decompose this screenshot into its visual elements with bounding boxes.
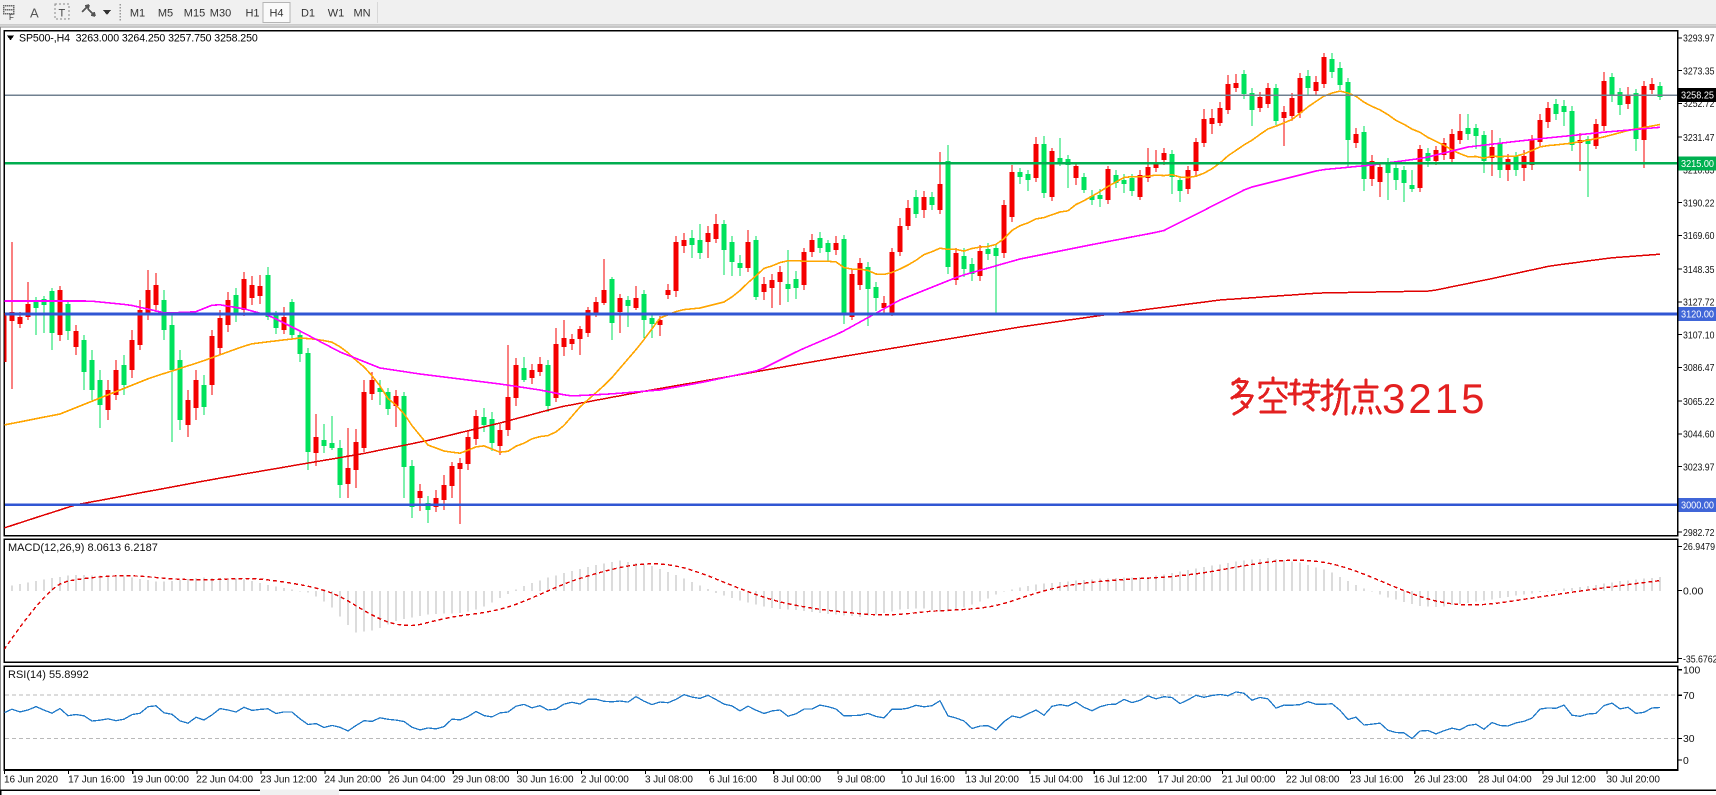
svg-text:23 Jun 12:00: 23 Jun 12:00 (260, 775, 317, 786)
svg-text:3000.00: 3000.00 (1681, 501, 1714, 512)
svg-text:3258.25: 3258.25 (1681, 91, 1714, 102)
svg-text:3086.47: 3086.47 (1683, 363, 1715, 374)
svg-text:28 Jul 04:00: 28 Jul 04:00 (1478, 775, 1532, 786)
svg-text:30 Jul 20:00: 30 Jul 20:00 (1607, 775, 1661, 786)
svg-text:W1: W1 (328, 8, 345, 20)
svg-text:30 Jun 16:00: 30 Jun 16:00 (517, 775, 574, 786)
svg-text:M30: M30 (210, 8, 231, 20)
svg-text:MN: MN (353, 8, 370, 20)
svg-text:22 Jun 04:00: 22 Jun 04:00 (196, 775, 253, 786)
svg-text:10 Jul 16:00: 10 Jul 16:00 (901, 775, 955, 786)
svg-text:3273.35: 3273.35 (1683, 66, 1715, 77)
svg-text:13 Jul 20:00: 13 Jul 20:00 (966, 775, 1020, 786)
svg-text:23 Jul 16:00: 23 Jul 16:00 (1350, 775, 1404, 786)
svg-text:70: 70 (1683, 691, 1695, 702)
svg-text:3065.22: 3065.22 (1683, 397, 1715, 408)
svg-text:-35.6762: -35.6762 (1683, 654, 1716, 665)
svg-text:3215: 3215 (1382, 375, 1487, 422)
svg-text:2 Jul 00:00: 2 Jul 00:00 (581, 775, 629, 786)
svg-text:3107.10: 3107.10 (1683, 330, 1715, 341)
svg-text:17 Jun 16:00: 17 Jun 16:00 (68, 775, 125, 786)
svg-text:3 Jul 08:00: 3 Jul 08:00 (645, 775, 693, 786)
svg-text:26 Jun 04:00: 26 Jun 04:00 (389, 775, 446, 786)
svg-text:100: 100 (1683, 666, 1701, 677)
svg-text:21 Jul 00:00: 21 Jul 00:00 (1222, 775, 1276, 786)
svg-text:A: A (30, 6, 39, 21)
svg-text:15 Jul 04:00: 15 Jul 04:00 (1030, 775, 1084, 786)
svg-text:0: 0 (1683, 756, 1689, 767)
svg-text:9 Jul 08:00: 9 Jul 08:00 (837, 775, 885, 786)
svg-text:17 Jul 20:00: 17 Jul 20:00 (1158, 775, 1212, 786)
svg-text:3215.00: 3215.00 (1681, 159, 1714, 170)
svg-text:3148.35: 3148.35 (1683, 265, 1715, 276)
svg-text:H1: H1 (245, 8, 259, 20)
svg-text:3231.47: 3231.47 (1683, 133, 1715, 144)
svg-text:29 Jun 08:00: 29 Jun 08:00 (453, 775, 510, 786)
svg-text:30: 30 (1683, 734, 1695, 745)
svg-text:SP500-,H4 3263.000 3264.250 3: SP500-,H4 3263.000 3264.250 3257.750 325… (19, 32, 258, 44)
svg-text:3120.00: 3120.00 (1681, 310, 1714, 321)
svg-text:3190.22: 3190.22 (1683, 198, 1715, 209)
svg-text:26 Jul 23:00: 26 Jul 23:00 (1414, 775, 1468, 786)
svg-text:3127.72: 3127.72 (1683, 298, 1715, 309)
svg-text:29 Jul 12:00: 29 Jul 12:00 (1542, 775, 1596, 786)
svg-text:3044.60: 3044.60 (1683, 430, 1715, 441)
svg-text:3023.97: 3023.97 (1683, 462, 1715, 473)
svg-text:F: F (9, 13, 14, 22)
svg-text:3169.60: 3169.60 (1683, 231, 1715, 242)
svg-text:T: T (59, 8, 66, 20)
svg-text:26.9479: 26.9479 (1683, 542, 1715, 553)
svg-text:MACD(12,26,9) 8.0613 6.2187: MACD(12,26,9) 8.0613 6.2187 (8, 542, 158, 554)
svg-text:3252.72: 3252.72 (1683, 99, 1715, 110)
svg-text:D1: D1 (301, 8, 315, 20)
svg-text:16 Jun 2020: 16 Jun 2020 (4, 775, 58, 786)
svg-text:22 Jul 08:00: 22 Jul 08:00 (1286, 775, 1340, 786)
svg-text:6 Jul 16:00: 6 Jul 16:00 (709, 775, 757, 786)
svg-text:H4: H4 (269, 8, 283, 20)
svg-text:0.00: 0.00 (1683, 586, 1703, 597)
svg-text:M1: M1 (130, 8, 145, 20)
svg-text:19 Jun 00:00: 19 Jun 00:00 (132, 775, 189, 786)
svg-text:8 Jul 00:00: 8 Jul 00:00 (773, 775, 821, 786)
svg-text:2982.72: 2982.72 (1683, 528, 1715, 539)
svg-text:M15: M15 (184, 8, 205, 20)
svg-text:3293.97: 3293.97 (1683, 34, 1715, 45)
svg-text:24 Jun 20:00: 24 Jun 20:00 (325, 775, 382, 786)
svg-text:3210.85: 3210.85 (1683, 166, 1715, 177)
svg-text:RSI(14) 55.8992: RSI(14) 55.8992 (8, 669, 89, 681)
svg-text:M5: M5 (158, 8, 173, 20)
svg-text:16 Jul 12:00: 16 Jul 12:00 (1094, 775, 1148, 786)
